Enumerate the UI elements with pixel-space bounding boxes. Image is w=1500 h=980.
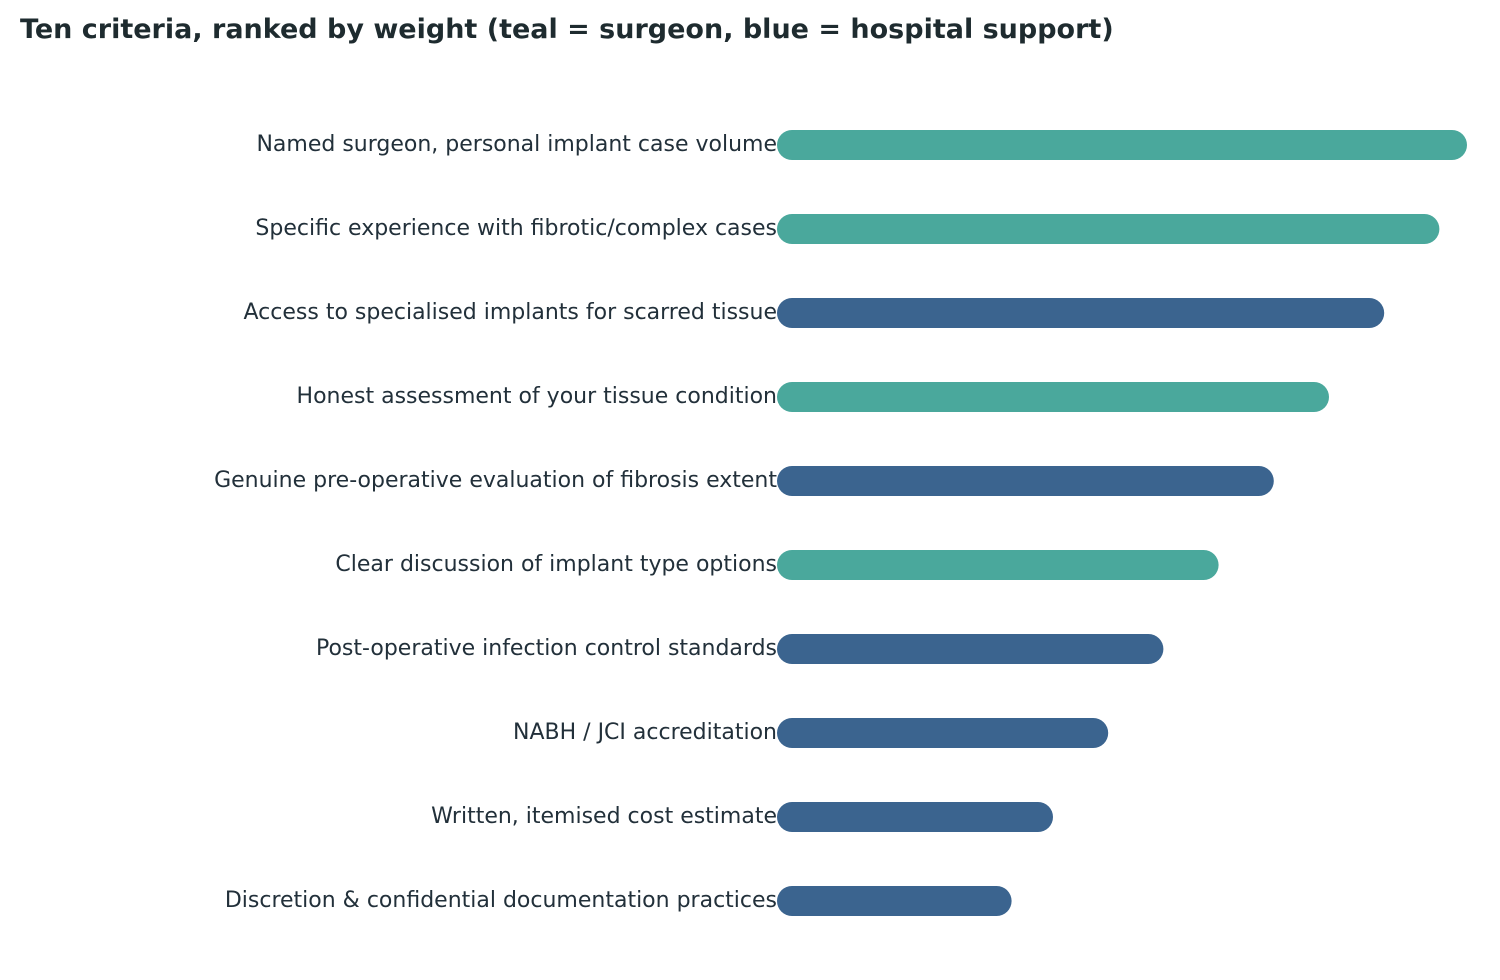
bar-surgeon bbox=[777, 130, 1467, 160]
bar-surgeon bbox=[777, 214, 1440, 244]
chart-title: Ten criteria, ranked by weight (teal = s… bbox=[20, 14, 1114, 45]
bar-hospital bbox=[777, 634, 1164, 664]
category-label: Honest assessment of your tissue conditi… bbox=[297, 384, 777, 409]
bar-hospital bbox=[777, 802, 1053, 832]
category-label: Named surgeon, personal implant case vol… bbox=[256, 132, 777, 157]
bar-hospital bbox=[777, 718, 1109, 748]
category-label: Discretion & confidential documentation … bbox=[225, 888, 777, 913]
category-label: Access to specialised implants for scarr… bbox=[244, 300, 777, 325]
category-label: Clear discussion of implant type options bbox=[335, 552, 777, 577]
bar-surgeon bbox=[777, 550, 1219, 580]
category-label: Post-operative infection control standar… bbox=[316, 636, 777, 661]
bar-surgeon bbox=[777, 382, 1329, 412]
category-label: Specific experience with fibrotic/comple… bbox=[255, 216, 777, 241]
bar-hospital bbox=[777, 886, 1012, 916]
category-label: NABH / JCI accreditation bbox=[513, 720, 777, 745]
bar-hospital bbox=[777, 466, 1274, 496]
bar-hospital bbox=[777, 298, 1385, 328]
category-label: Written, itemised cost estimate bbox=[431, 804, 777, 829]
category-label: Genuine pre-operative evaluation of fibr… bbox=[214, 468, 777, 493]
